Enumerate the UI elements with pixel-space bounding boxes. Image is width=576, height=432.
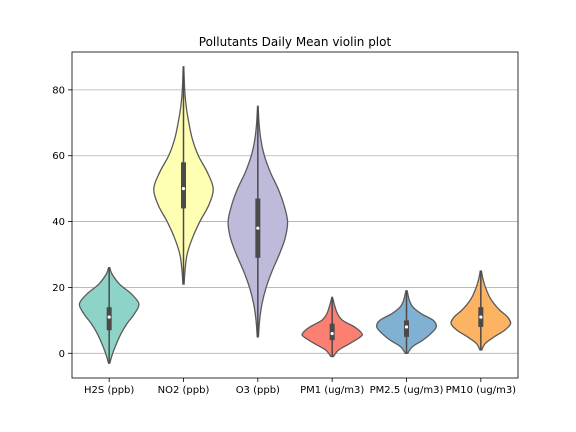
y-tick-label: 80 (52, 85, 65, 96)
violin-median (181, 187, 186, 191)
x-tick-label: PM2.5 (ug/m3) (370, 385, 444, 396)
violin-median (256, 226, 260, 230)
gridlines (72, 89, 518, 354)
violin-iqr-box (404, 320, 409, 337)
x-tick-label: O3 (ppb) (236, 385, 280, 396)
plot-frame (71, 51, 519, 379)
x-axis-ticks: H2S (ppb) NO2 (ppb) O3 (ppb) PM1 (ug/m3) PM2… (84, 378, 516, 396)
chart-title: Pollutants Daily Mean violin plot (199, 35, 392, 49)
y-axis-ticks: 0 20 40 60 80 (52, 85, 72, 360)
violin-median (330, 331, 334, 336)
violin-iqr-box (329, 323, 335, 341)
violin-iqr-box (106, 307, 112, 331)
violins (78, 66, 512, 364)
x-tick-label: PM1 (ug/m3) (300, 385, 364, 396)
x-tick-label: H2S (ppb) (84, 385, 134, 396)
y-tick-label: 40 (52, 217, 65, 228)
violin-median (107, 315, 111, 319)
x-tick-label: PM10 (ug/m3) (446, 385, 517, 396)
violin-iqr-box (181, 162, 186, 209)
x-tick-label: NO2 (ppb) (158, 385, 210, 396)
violin-median (404, 325, 409, 329)
y-tick-label: 60 (52, 151, 65, 162)
y-tick-label: 0 (59, 349, 65, 360)
y-tick-label: 20 (52, 283, 65, 294)
violin-median (479, 315, 483, 319)
